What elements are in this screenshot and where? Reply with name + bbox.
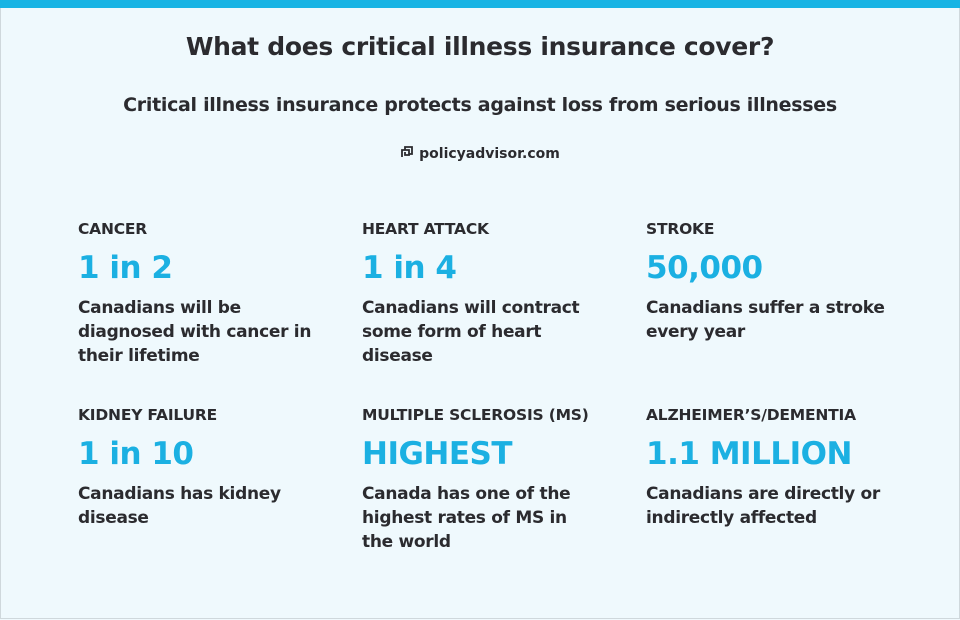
stat-card-heart-attack: HEART ATTACK 1 in 4 Canadians will contr… xyxy=(362,220,646,406)
card-stat: 1.1 MILLION xyxy=(646,436,852,472)
card-label: MULTIPLE SCLEROSIS (MS) xyxy=(362,406,589,424)
card-description: Canadians will contract some form of hea… xyxy=(362,298,580,366)
card-label: ALZHEIMER’S/DEMENTIA xyxy=(646,406,856,424)
card-description: Canadians suffer a stroke every year xyxy=(646,298,885,342)
card-label: KIDNEY FAILURE xyxy=(78,406,218,424)
card-description: Canada has one of the highest rates of M… xyxy=(362,484,571,552)
stat-card-cancer: CANCER 1 in 2 Canadians will be diagnose… xyxy=(78,220,362,406)
card-stat: 1 in 4 xyxy=(362,250,457,286)
stats-grid: CANCER 1 in 2 Canadians will be diagnose… xyxy=(78,220,930,592)
stat-card-stroke: STROKE 50,000 Canadians suffer a stroke … xyxy=(646,220,930,406)
card-label: HEART ATTACK xyxy=(362,220,489,238)
policyadvisor-logo-icon xyxy=(400,145,414,163)
brand: policyadvisor.com xyxy=(0,145,960,163)
card-stat: 1 in 10 xyxy=(78,436,194,472)
card-description: Canadians has kidney disease xyxy=(78,484,281,528)
accent-top-bar xyxy=(0,0,960,8)
card-description: Canadians are directly or indirectly aff… xyxy=(646,484,880,528)
stat-card-kidney-failure: KIDNEY FAILURE 1 in 10 Canadians has kid… xyxy=(78,406,362,592)
page-subtitle: Critical illness insurance protects agai… xyxy=(123,94,837,116)
card-description: Canadians will be diagnosed with cancer … xyxy=(78,298,312,366)
stat-card-multiple-sclerosis: MULTIPLE SCLEROSIS (MS) HIGHEST Canada h… xyxy=(362,406,646,592)
page-title: What does critical illness insurance cov… xyxy=(185,32,775,61)
stat-card-alzheimers: ALZHEIMER’S/DEMENTIA 1.1 MILLION Canadia… xyxy=(646,406,930,592)
card-stat: HIGHEST xyxy=(362,436,513,472)
card-label: STROKE xyxy=(646,220,715,238)
brand-name: policyadvisor.com xyxy=(419,146,560,162)
card-stat: 1 in 2 xyxy=(78,250,173,286)
card-stat: 50,000 xyxy=(646,250,763,286)
card-label: CANCER xyxy=(78,220,148,238)
